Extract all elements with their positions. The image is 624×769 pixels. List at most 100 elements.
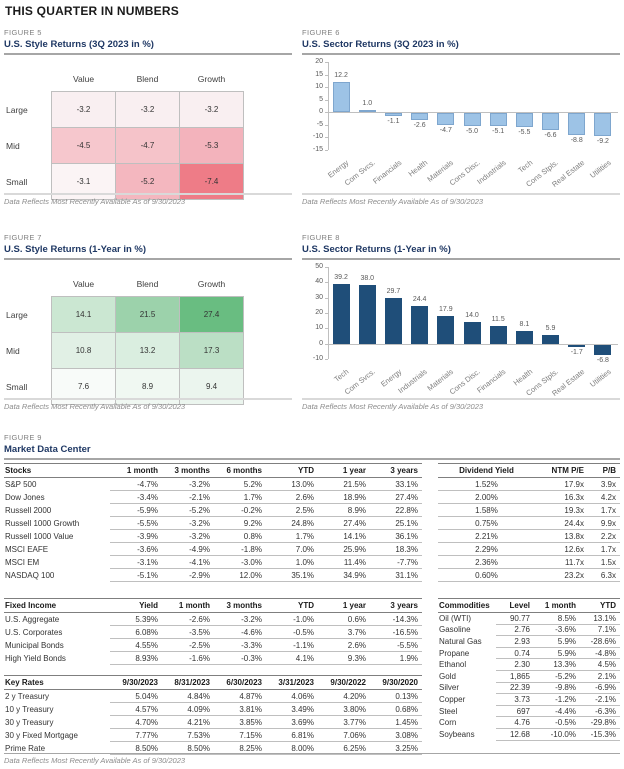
style-cell: 27.4 — [179, 296, 244, 333]
bar-value-label: -6.8 — [596, 357, 609, 365]
column-header: Fixed Income — [4, 598, 110, 613]
style-cell: -4.5 — [51, 127, 116, 164]
value-cell: 2.30 — [496, 658, 534, 671]
row-label: NASDAQ 100 — [5, 570, 55, 580]
value-cell: -3.6% — [534, 624, 580, 637]
bar — [384, 298, 402, 344]
value-cell: 1.7x — [588, 542, 620, 556]
value-cell: 4.5% — [580, 658, 620, 671]
bar-value-label: 1.0 — [362, 99, 373, 107]
row-label: Propane — [439, 648, 470, 658]
y-axis-line — [328, 267, 329, 359]
bar — [411, 113, 429, 120]
y-tick-mark — [325, 297, 328, 299]
figure-8-label: FIGURE 8 — [302, 233, 340, 242]
value-cell: 33.1% — [370, 477, 422, 491]
value-cell: 1.0% — [266, 555, 318, 569]
table-header: Dividend Yield NTM P/E P/B — [438, 463, 620, 478]
value-cell: -3.6% — [110, 542, 162, 556]
bar — [384, 113, 402, 117]
row-label: Gasoline — [439, 625, 471, 635]
table-row: Russell 1000 Growth -5.5% -3.2% 9.2% 24.8% 27… — [4, 516, 422, 530]
value-cell: -2.9% — [162, 568, 214, 582]
value-cell: 27.4% — [370, 490, 422, 504]
value-cell: -3.2% — [162, 529, 214, 543]
table-row: 1.52% 17.9x 3.9x — [438, 477, 620, 491]
bar — [358, 109, 376, 113]
figure-7-footnote: Data Reflects Most Recently Available As… — [4, 398, 292, 411]
value-cell: 34.9% — [318, 568, 370, 582]
figure-6: FIGURE 6 U.S. Sector Returns (3Q 2023 in… — [302, 28, 620, 206]
column-header: 9/30/2022 — [318, 675, 370, 690]
row-label: 0.75% — [438, 516, 538, 530]
value-cell: 31.1% — [370, 568, 422, 582]
value-cell: 12.0% — [214, 568, 266, 582]
y-tick-mark — [325, 112, 328, 114]
table-row: Steel 697 -4.4% -6.3% — [438, 705, 620, 718]
bar-value-label: 24.4 — [412, 296, 427, 304]
corner-cell — [4, 67, 52, 92]
bar-value-label: -5.1 — [492, 128, 505, 136]
row-label: Russell 2000 — [5, 505, 52, 515]
figure-8-footnote: Data Reflects Most Recently Available As… — [302, 398, 620, 411]
zero-line — [328, 343, 618, 345]
value-cell: 1.7% — [214, 490, 266, 504]
value-cell: -2.5% — [162, 638, 214, 652]
value-cell: -5.5% — [370, 638, 422, 652]
table-row: S&P 500 -4.7% -3.2% 5.2% 13.0% 21.5% 33.1% — [4, 477, 422, 491]
value-cell: 13.1% — [580, 612, 620, 625]
y-tick-label: 5 — [319, 95, 323, 103]
bar — [568, 113, 586, 136]
value-cell: -0.5% — [534, 716, 580, 729]
zero-line — [328, 112, 618, 114]
row-label: MSCI EM — [5, 557, 40, 567]
bar-value-label: -8.8 — [570, 137, 583, 145]
row-label: Natural Gas — [439, 636, 482, 646]
value-cell: 13.8x — [538, 529, 588, 543]
value-cell: -3.1% — [110, 555, 162, 569]
value-cell: -5.9% — [110, 503, 162, 517]
value-cell: -0.5% — [266, 625, 318, 639]
value-cell: 4.87% — [214, 689, 266, 703]
value-cell: 7.06% — [318, 728, 370, 742]
data-table: Key Rates 9/30/2023 8/31/2023 6/30/2023 3/31… — [4, 675, 422, 755]
table-row: Propane 0.74 5.9% -4.8% — [438, 647, 620, 660]
row-label: 0.60% — [438, 568, 538, 582]
y-tick-mark — [325, 328, 328, 330]
table-header: Fixed Income Yield 1 month 3 months YTD 1 yea… — [4, 598, 422, 613]
bar — [463, 113, 481, 126]
bar — [437, 113, 455, 126]
bar-value-label: -5.0 — [465, 127, 479, 135]
table-row: 1.58% 19.3x 1.7x — [438, 503, 620, 517]
value-cell: -4.9% — [162, 542, 214, 556]
row-label: Gold — [439, 671, 456, 681]
y-tick-mark — [325, 99, 328, 101]
figure-5-title: U.S. Style Returns (3Q 2023 in %) — [4, 39, 292, 55]
row-label: MSCI EAFE — [5, 544, 49, 554]
figure-9-footnote: Data Reflects Most Recently Available As… — [4, 753, 620, 765]
value-cell: 4.55% — [110, 638, 162, 652]
column-header: 3/31/2023 — [266, 675, 318, 690]
value-cell: -29.8% — [580, 716, 620, 729]
bar — [515, 331, 533, 344]
figure-6-title: U.S. Sector Returns (3Q 2023 in %) — [302, 39, 620, 55]
table-row: 0.60% 23.2x 6.3x — [438, 568, 620, 582]
value-cell: 22.8% — [370, 503, 422, 517]
commodities-table: Commodities Level 1 month YTD Oil (WTI) 90.77… — [438, 598, 620, 741]
row-label: U.S. Aggregate — [5, 614, 60, 624]
table-row: Prime Rate 8.50% 8.50% 8.25% 8.00% 6.25% 3.25% — [4, 741, 422, 755]
bar — [594, 113, 612, 137]
value-cell: 3.77% — [318, 715, 370, 729]
value-cell: 4.21% — [162, 715, 214, 729]
value-cell: 19.3x — [538, 503, 588, 517]
value-cell: 3.25% — [370, 741, 422, 755]
row-label: Russell 1000 Growth — [5, 518, 80, 528]
value-cell: 1.45% — [370, 715, 422, 729]
value-cell: 2.6% — [318, 638, 370, 652]
column-header: Growth — [197, 279, 226, 289]
table-row: Russell 2000 -5.9% -5.2% -0.2% 2.5% 8.9% 22.8% — [4, 503, 422, 517]
figure-5-footnote: Data Reflects Most Recently Available As… — [4, 193, 292, 206]
value-cell: 13.3% — [534, 658, 580, 671]
value-cell: 5.2% — [214, 477, 266, 491]
